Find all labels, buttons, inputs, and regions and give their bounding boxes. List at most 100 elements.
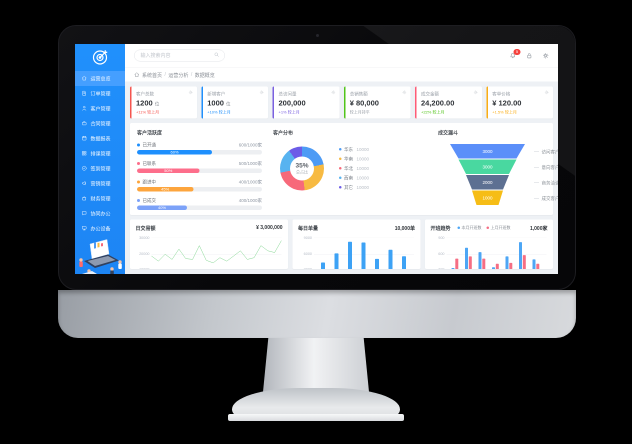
progress-track: 45% (137, 187, 262, 192)
search-icon[interactable] (214, 51, 220, 60)
calendar-icon (82, 136, 88, 142)
gear-icon[interactable] (259, 90, 265, 95)
gear-icon[interactable] (473, 90, 478, 95)
funnel-value: 1000 (482, 195, 493, 201)
gear-icon[interactable] (543, 52, 550, 59)
sidebar-item-3[interactable]: 客户管理 (75, 101, 125, 116)
kpi-card-2[interactable]: 新增客户 1000 位 +10% 较上月 (201, 86, 268, 119)
activity-row-2: 已联系 500/1000家 50% (137, 160, 262, 173)
activity-row-4: 已成交 400/1000家 40% (137, 197, 262, 210)
donut-chart[interactable]: 35% 总占比 (280, 146, 324, 191)
funnel-value: 3000 (482, 148, 493, 154)
kpi-row: 客户总数 1200 位 +11% 较上月 新增客户 1000 位 +10% 较上月 总访问量… (130, 86, 553, 119)
funnel-chart[interactable]: 3000 访问客户 3000 意向客户 2000 商务洽谈 1000 成交客户 (450, 144, 558, 205)
case-icon (82, 121, 88, 127)
donut-legend-item-5[interactable]: 其它 10000 (339, 184, 369, 191)
kpi-card-1[interactable]: 客户总数 1200 位 +11% 较上月 (130, 86, 197, 119)
grid-icon (82, 151, 88, 157)
sidebar-illustration (75, 236, 125, 274)
lock-icon[interactable] (526, 52, 533, 59)
y-tick: 6000 (303, 251, 312, 256)
class-trend-total: 1,000家 (529, 226, 548, 232)
series-dot (137, 198, 140, 202)
sidebar-nav: 运营总览 订单管理 客户管理 合同管理 数据报表 排课管理 签到管理 营销管理 财务管理 协同办公… (75, 70, 125, 236)
series-dot (137, 161, 140, 165)
y-tick: 900 (438, 235, 445, 241)
bar-chart[interactable]: 9000 6000 3000 (298, 236, 415, 269)
y-tick: 300 (431, 267, 444, 269)
bell-icon[interactable]: 5 (510, 48, 521, 59)
monitor-stand-neck (263, 338, 369, 392)
activity-label: 已开通 (142, 142, 157, 148)
progress-fill: 40% (137, 205, 187, 210)
funnel-value: 2000 (482, 179, 493, 185)
content: 客户总数 1200 位 +11% 较上月 新增客户 1000 位 +10% 较上月 总访问量… (125, 82, 558, 275)
search-input[interactable] (139, 52, 214, 59)
kpi-title: 新增客户 (207, 91, 226, 97)
sidebar-item-1[interactable]: 运营总览 (75, 70, 125, 86)
funnel-layer-4[interactable]: 1000 (471, 190, 504, 205)
sidebar-item-11[interactable]: 办公设备 (75, 221, 125, 236)
main-area: 5 系统首页/运营分析/数据概览 客户总数 1200 位 +11% 较上月 新增客户 1… (125, 44, 558, 274)
sidebar-item-6[interactable]: 排课管理 (75, 146, 125, 161)
breadcrumb-item-3[interactable]: 数据概览 (194, 72, 215, 79)
sidebar-item-4[interactable]: 合同管理 (75, 116, 125, 131)
activity-row-3: 跟进中 400/1000家 45% (137, 179, 262, 192)
grouped-bar-chart[interactable]: 900 600 300 (431, 235, 548, 269)
breadcrumb-item-2[interactable]: 运营分析 (168, 72, 189, 79)
daily-orders-title: 每日单量 (298, 226, 318, 232)
sidebar-item-7[interactable]: 签到管理 (75, 161, 125, 176)
sidebar-item-10[interactable]: 协同办公 (75, 206, 125, 221)
progress-fill: 50% (137, 168, 200, 173)
funnel-label-4: 成交客户 (534, 196, 558, 201)
sidebar-item-9[interactable]: 财务管理 (75, 191, 125, 206)
kpi-subtext: 较上月持平 (349, 110, 370, 115)
donut-legend-item-4[interactable]: 西南 10000 (339, 175, 369, 182)
donut-legend-item-3[interactable]: 华北 10000 (339, 165, 369, 172)
gear-icon[interactable] (331, 90, 336, 95)
activity-title: 客户活跃度 (137, 130, 162, 137)
kpi-card-6[interactable]: 客单价格 ¥ 120.00 +1.5% 较上月 (486, 86, 553, 119)
distribution-section: 客户分布 35% 总占比 华东 10000 华南 10000 华北 10000 西南 1000… (273, 129, 438, 210)
trend-legend-item-2[interactable]: 上月开班数 (486, 225, 511, 231)
progress-track: 50% (137, 168, 262, 173)
kpi-title: 总销售额 (349, 91, 368, 97)
kpi-title: 客户总数 (136, 91, 155, 97)
funnel-layer-3[interactable]: 2000 (465, 175, 510, 190)
gear-icon[interactable] (544, 90, 550, 95)
legend-dot (339, 176, 342, 179)
topbar: 5 (125, 44, 558, 68)
search-box[interactable] (134, 49, 225, 62)
legend-dot (339, 167, 342, 170)
notification-badge: 5 (513, 48, 521, 55)
funnel-layer-2[interactable]: 3000 (458, 159, 517, 174)
bottom-row: 日交易额 ¥ 3,000,000 30000 20000 10000 每日单量 (130, 219, 553, 269)
kpi-card-4[interactable]: 总销售额 ¥ 80,000 较上月持平 (343, 86, 411, 119)
sidebar-item-8[interactable]: 营销管理 (75, 176, 125, 191)
activity-section: 客户活跃度 已开通 600/1000家 60% 已联系 500/1000家 50% 跟进中 4… (137, 129, 273, 210)
sidebar-item-5[interactable]: 数据报表 (75, 131, 125, 146)
funnel-title: 成交漏斗 (438, 130, 458, 137)
legend-dot (339, 157, 342, 160)
funnel-value: 3000 (482, 164, 493, 170)
activity-label: 跟进中 (142, 179, 157, 185)
topbar-icons: 5 (510, 48, 550, 59)
daily-sales-title: 日交易额 (135, 226, 156, 232)
trend-legend-item-1[interactable]: 本月开班数 (457, 225, 482, 231)
kpi-value: ¥ 120.00 (492, 99, 522, 108)
funnel-layer-1[interactable]: 3000 (450, 144, 525, 159)
kpi-card-5[interactable]: 成交金额 24,200.00 +22% 较上月 (415, 86, 482, 119)
activity-row-1: 已开通 600/1000家 60% (137, 142, 262, 155)
app-logo[interactable] (75, 44, 125, 71)
gear-icon[interactable] (188, 90, 193, 95)
series-dot (137, 180, 140, 184)
y-tick: 20000 (139, 251, 150, 256)
donut-legend-item-2[interactable]: 华南 10000 (339, 156, 369, 163)
kpi-card-3[interactable]: 总访问量 200,000 +1% 较上月 (272, 86, 340, 119)
gear-icon[interactable] (402, 90, 407, 95)
donut-legend-item-1[interactable]: 华东 10000 (339, 146, 369, 153)
line-chart[interactable]: 30000 20000 10000 (136, 236, 283, 269)
progress-fill: 60% (137, 150, 212, 155)
sidebar-item-2[interactable]: 订单管理 (75, 86, 125, 101)
breadcrumb-item-1[interactable]: 系统首页 (142, 72, 162, 79)
